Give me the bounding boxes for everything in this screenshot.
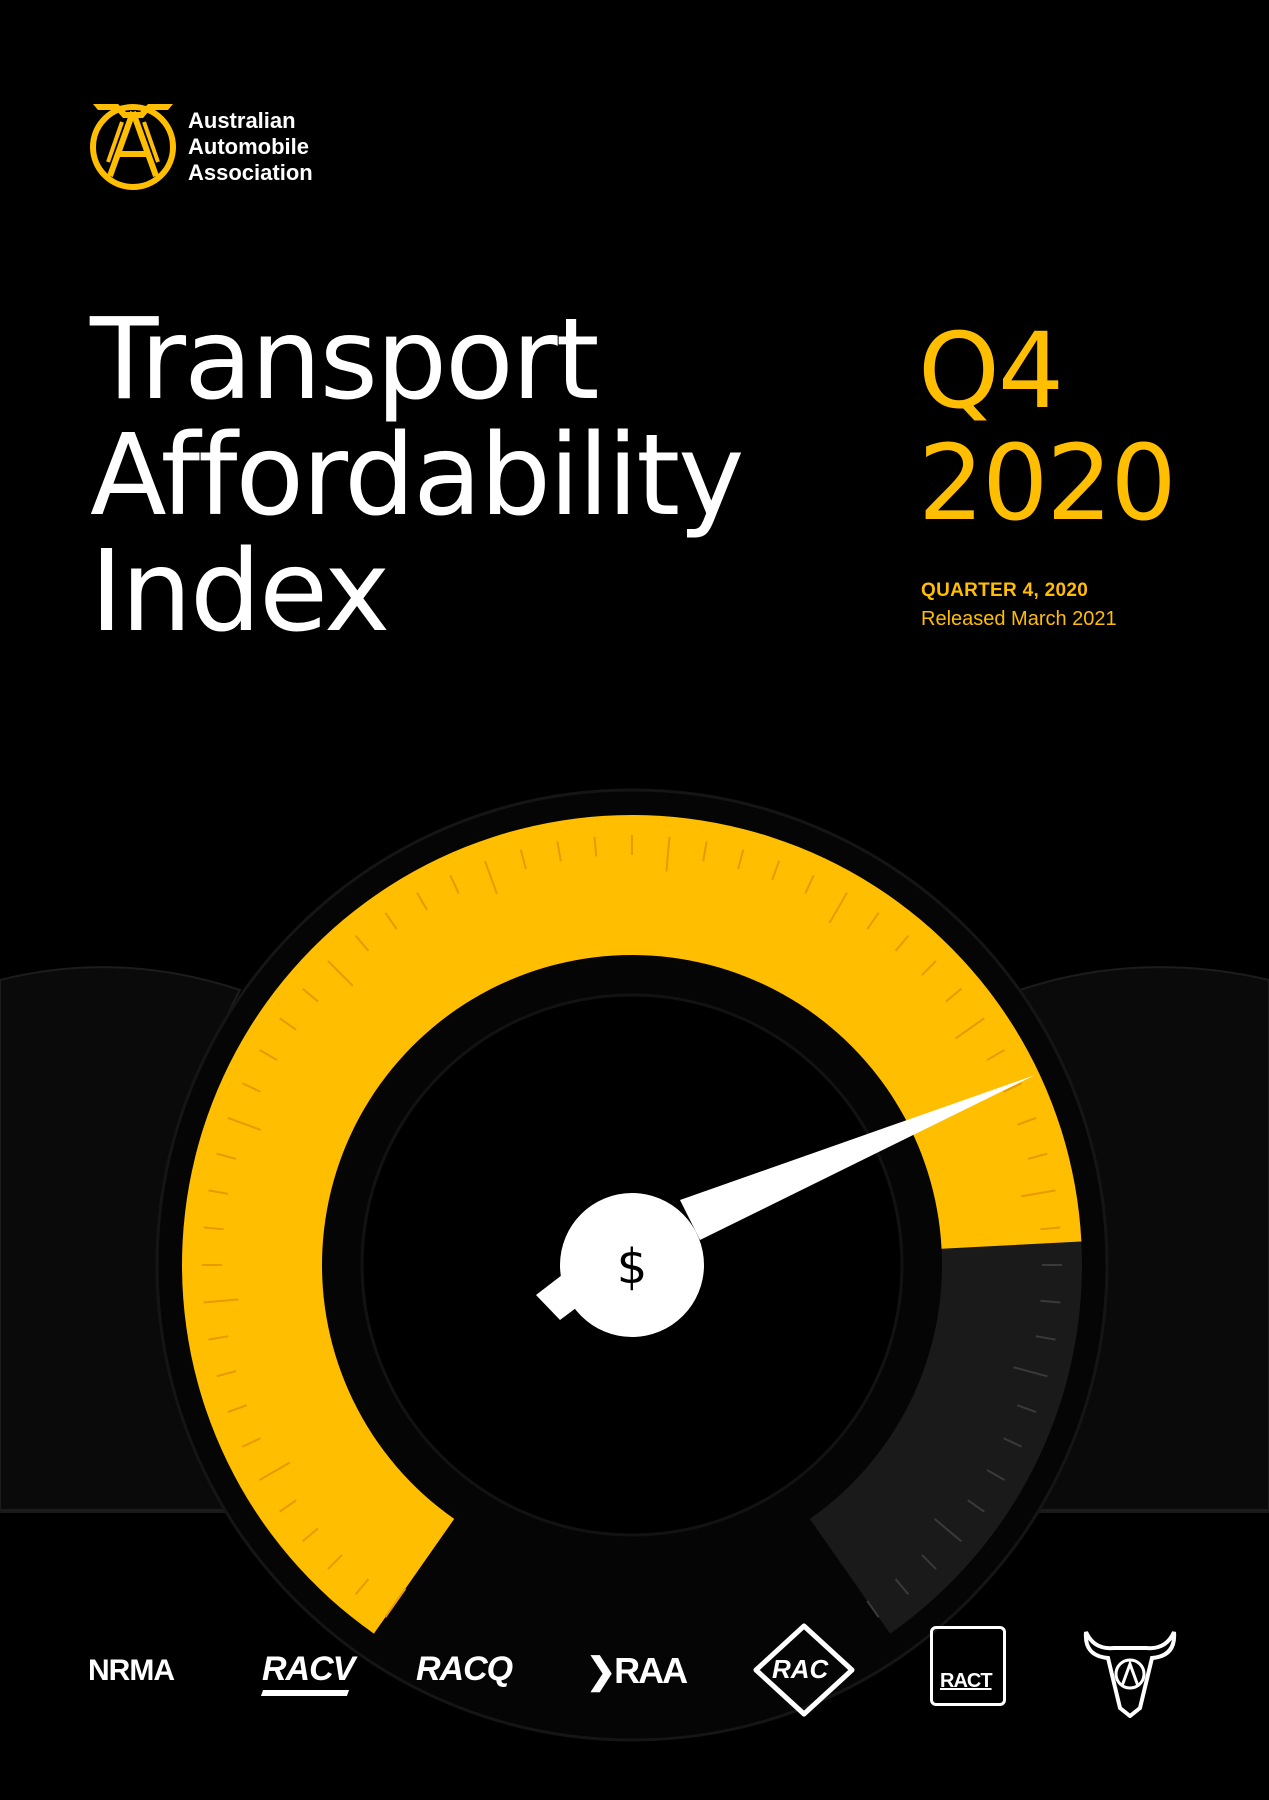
gauge-tick — [921, 1554, 937, 1570]
gauge-tick — [866, 912, 880, 930]
partner-logo-racq: RACQ — [416, 1650, 513, 1688]
period-year: 2020 — [918, 422, 1177, 544]
gauge-tick — [933, 1518, 963, 1543]
gauge-tick — [384, 1587, 407, 1618]
period-quarter-short: Q4 — [918, 310, 1064, 432]
gauge-tick — [208, 1189, 229, 1195]
brand-logo: Australian Automobile Association — [88, 88, 338, 198]
gauge-tick — [301, 1527, 319, 1543]
gauge-tick — [1020, 1189, 1056, 1198]
ract-frame — [930, 1626, 1006, 1706]
gauge-tick — [1027, 1152, 1048, 1160]
gauge-tick — [1003, 1437, 1023, 1448]
gauge-tick — [771, 860, 781, 881]
partner-logo-racv: RACV — [262, 1650, 355, 1688]
gauge-tick — [301, 987, 319, 1003]
raa-label: RAA — [614, 1650, 688, 1691]
gauge-tick — [593, 836, 598, 857]
gauge-tick — [327, 960, 354, 987]
gauge-tick — [279, 1017, 297, 1031]
gauge-tick — [216, 1370, 237, 1378]
gauge-tick — [828, 892, 848, 924]
gauge-tick — [967, 1499, 985, 1513]
brand-name: Australian Automobile Association — [188, 108, 313, 186]
gauge-tick — [227, 1404, 248, 1414]
gauge-tick — [354, 934, 370, 952]
gauge-tick — [519, 849, 527, 870]
gauge-tick — [894, 1578, 910, 1596]
gauge-tick — [921, 960, 937, 976]
gauge-tick — [665, 836, 671, 872]
gauge-tick — [354, 1578, 370, 1596]
title-line: Index — [90, 527, 390, 657]
gauge-tick — [954, 1017, 985, 1040]
dollar-icon: $ — [617, 1239, 648, 1295]
gauge-tick — [241, 1082, 261, 1093]
gauge-tick — [556, 841, 562, 862]
gauge-remaining-arc — [809, 1241, 1083, 1634]
gauge-tick — [702, 841, 708, 862]
gauge-tick — [804, 874, 815, 894]
partner-logos: NRMA RACV RACQ ❯RAA RAC RACT — [0, 1610, 1269, 1740]
gauge-tick — [1035, 1335, 1056, 1341]
gauge-hub — [560, 1193, 704, 1337]
racv-underline — [260, 1690, 350, 1696]
gauge-tick — [216, 1152, 237, 1160]
gauge-tick — [327, 1554, 343, 1570]
partner-logo-nrma: NRMA — [88, 1654, 175, 1687]
gauge-tick — [449, 874, 460, 894]
gauge-tick — [1016, 1404, 1037, 1414]
title-line: Transport — [90, 295, 600, 425]
gauge-tick — [945, 987, 963, 1003]
partner-logo-rac: RAC — [772, 1654, 829, 1684]
gauge-tick — [279, 1499, 297, 1513]
gauge-tick — [1013, 1366, 1048, 1378]
gauge-tick — [259, 1461, 291, 1481]
gauge-tick — [208, 1335, 229, 1341]
gauge-tick — [259, 1049, 278, 1061]
partner-logo-raa: ❯RAA — [586, 1650, 688, 1691]
gauge-tick — [1040, 1299, 1061, 1304]
gauge-tick — [203, 1298, 239, 1304]
gauge-tick — [384, 912, 398, 930]
gauge-tick — [227, 1116, 262, 1131]
rac-badge-icon — [753, 1623, 855, 1717]
gauge-tick — [1016, 1116, 1037, 1126]
quarter-label: QUARTER 4, 2020 — [921, 580, 1089, 601]
gauge-tick — [866, 1600, 880, 1618]
partner-logo-ract: RACT — [940, 1670, 993, 1692]
gauge-tick — [241, 1437, 261, 1448]
brand-name-line: Association — [188, 160, 313, 185]
gauge-fill-arc — [182, 815, 1082, 1634]
brand-name-line: Automobile — [188, 134, 309, 159]
gauge-ticks — [202, 835, 1062, 1618]
gauge-tick — [986, 1469, 1005, 1481]
gauge-tick — [894, 934, 910, 952]
gauge-needle — [680, 1075, 1035, 1240]
aant-bull-icon — [1083, 1631, 1177, 1718]
gauge-tick — [203, 1226, 224, 1231]
gauge-tick — [416, 892, 428, 911]
gauge-tick — [483, 860, 498, 895]
release-date: Released March 2021 — [921, 608, 1117, 630]
title-line: Affordability — [90, 411, 744, 541]
period-heading: Q4 2020 — [918, 310, 1177, 544]
gauge-tick — [1040, 1226, 1061, 1231]
aaa-emblem-icon — [90, 104, 176, 190]
report-title: Transport Affordability Index — [90, 295, 744, 657]
gauge-tick — [737, 849, 745, 870]
brand-name-line: Australian — [188, 108, 296, 133]
gauge-tick — [986, 1049, 1005, 1061]
gauge-tick — [1003, 1082, 1023, 1093]
